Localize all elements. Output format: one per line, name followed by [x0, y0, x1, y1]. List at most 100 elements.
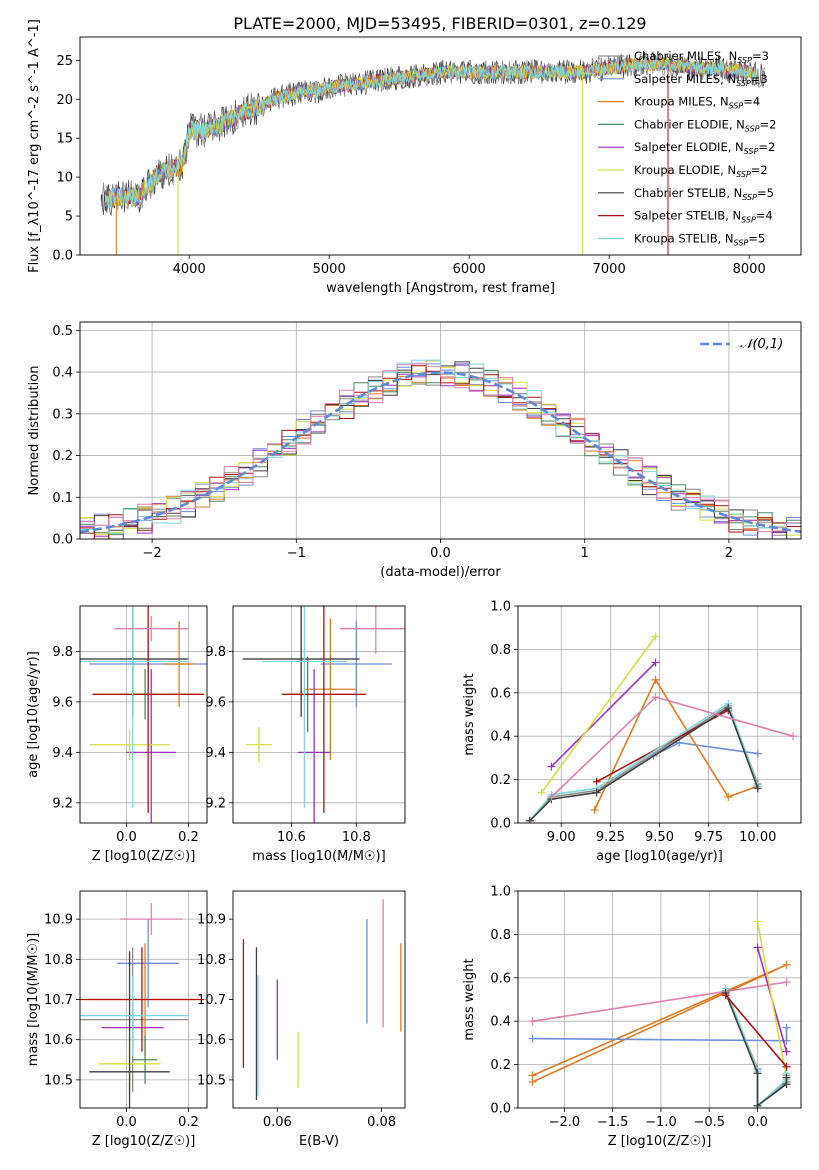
y-tick-label: 0.0 [52, 533, 73, 548]
y-tick-label: 0.4 [490, 1015, 511, 1030]
x-tick-label: 10.8 [342, 830, 371, 845]
errorbar-point-8 [92, 606, 204, 813]
errorbar-point-9 [80, 975, 189, 1056]
x-tick-label: 8000 [733, 262, 766, 277]
x-tick-label: 0.0 [430, 546, 451, 561]
x-axis-label: Z [log10(Z/Z☉)] [92, 1134, 196, 1149]
y-tick-label: 0.4 [490, 730, 511, 745]
y-tick-label: 9.2 [52, 796, 73, 811]
y-tick-label: 10.9 [44, 913, 73, 928]
y-tick-label: 10 [56, 171, 73, 186]
series-marker [753, 1069, 762, 1078]
spectrum-axes: 4000 5000 6000 7000 8000 0.0 5 10 15 20 25 waveleng… [27, 19, 766, 296]
spectrum-frame [79, 36, 802, 256]
series-line-8 [529, 706, 759, 822]
legend-label-2: Salpeter MILES, NSSP=3 [634, 72, 768, 88]
series-line-2 [532, 1027, 788, 1042]
x-axis-label: wavelength [Angstrom, rest frame] [326, 281, 555, 296]
y-tick-label: 10.8 [197, 953, 226, 968]
x-tick-label: 1 [581, 546, 589, 561]
y-tick-label: 0.0 [490, 817, 511, 832]
errorbar-point-2 [320, 621, 393, 707]
series-marker [525, 816, 534, 823]
errorbar-point-7 [242, 606, 360, 718]
x-tick-label: 0.08 [367, 1115, 396, 1130]
series-marker [753, 784, 762, 793]
x-tick-label: 9.25 [596, 830, 625, 845]
y-axis-label: Flux [f_λ10^-17 erg cm^-2 s^-1 A^-1] [27, 19, 42, 273]
errorbar-point-6 [89, 729, 170, 760]
series-line-5 [540, 635, 657, 794]
y-tick-label: 0.3 [52, 407, 73, 422]
x-tick-label: 5000 [313, 262, 346, 277]
y-tick-label: 10.5 [44, 1073, 73, 1088]
series-marker [753, 943, 762, 952]
x-tick-label: −2.0 [549, 1115, 581, 1130]
y-tick-label: 9.4 [52, 746, 73, 761]
errorbar-point-6 [245, 727, 272, 763]
series-marker [724, 703, 733, 712]
series-marker [721, 991, 730, 1000]
series-marker [528, 1071, 537, 1080]
series-marker [782, 1073, 791, 1082]
y-tick-label: 0.6 [490, 686, 511, 701]
residuals-frame [79, 321, 802, 540]
y-tick-label: 0.8 [490, 643, 511, 658]
y-tick-label: 0.6 [490, 971, 511, 986]
series-marker [753, 1101, 762, 1108]
errorbar-point-3 [304, 618, 357, 760]
weight-vs-Z-series [528, 917, 791, 1108]
errorbar-point-10 [340, 606, 405, 654]
x-tick-label: −1.0 [645, 1115, 677, 1130]
legend-label-gaussian: 𝒩(0,1) [740, 337, 783, 352]
x-tick-label: 7000 [593, 262, 626, 277]
errorbar-point-5 [297, 669, 331, 823]
series-marker [753, 917, 762, 926]
residuals-axes: −2 −1 0.0 1 2 0.0 0.1 0.2 0.3 0.4 0.5 (data-model)/… [27, 322, 801, 580]
age-vs-Z-points [80, 606, 207, 823]
y-tick-label: 1.0 [490, 600, 511, 615]
y-tick-label: 9.2 [205, 796, 226, 811]
y-tick-label: 0.2 [52, 449, 73, 464]
series-marker [651, 693, 660, 702]
residual-histograms [80, 359, 801, 539]
x-tick-label: 0.0 [747, 1115, 768, 1130]
series-marker [537, 788, 546, 797]
y-tick-label: 10.6 [197, 1033, 226, 1048]
errorbar-point-9 [80, 606, 189, 808]
errorbar-point-10 [114, 616, 189, 642]
y-tick-label: 0.5 [52, 324, 73, 339]
mass-vs-ebv-axes: 0.06 0.08 10.5 10.6 10.7 10.8 10.9 E(B-V) [197, 913, 396, 1149]
x-tick-label: 9.50 [645, 830, 674, 845]
gaussian-curve [80, 371, 801, 533]
legend-label-1: Chabrier MILES, NSSP=3 [634, 49, 769, 65]
series-marker [782, 978, 791, 987]
x-axis-label: (data-model)/error [380, 565, 501, 580]
y-tick-label: 9.8 [205, 645, 226, 660]
x-tick-label: −0.5 [693, 1115, 725, 1130]
histogram-step-10 [80, 363, 801, 533]
x-axis-label: Z [log10(Z/Z☉)] [608, 1134, 712, 1149]
errorbar-point-7 [89, 951, 170, 1108]
legend-label-9: Kroupa STELIB, NSSP=5 [634, 231, 765, 247]
errorbar-point-4 [132, 1035, 158, 1084]
x-tick-label: 10.00 [739, 830, 776, 845]
y-tick-label: 10.7 [44, 993, 73, 1008]
legend-label-5: Salpeter ELODIE, NSSP=2 [634, 140, 775, 156]
series-marker [528, 1034, 537, 1043]
y-tick-label: 15 [56, 132, 73, 147]
y-tick-label: 10.7 [197, 993, 226, 1008]
x-tick-label: 9.75 [694, 830, 723, 845]
y-tick-label: 9.4 [205, 746, 226, 761]
y-tick-label: 1.0 [490, 885, 511, 900]
series-line-3 [593, 678, 759, 811]
errorbar-point-2 [117, 919, 180, 1008]
y-axis-label: Normed distribution [27, 366, 42, 496]
series-marker [724, 792, 733, 801]
y-tick-label: 0.1 [52, 491, 73, 506]
spectrum-legend: Chabrier MILES, NSSP=3 Salpeter MILES, NS… [598, 49, 776, 247]
series-marker [592, 788, 601, 797]
series-marker [651, 632, 660, 641]
x-tick-label: 0.2 [178, 830, 199, 845]
